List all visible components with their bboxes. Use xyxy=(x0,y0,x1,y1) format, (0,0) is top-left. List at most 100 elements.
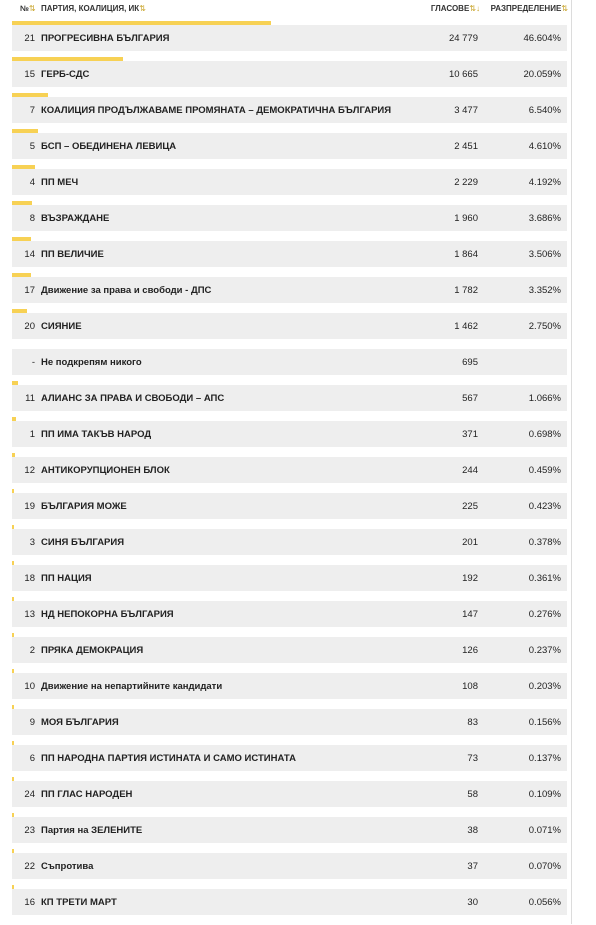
vote-share: 0.056% xyxy=(528,897,561,908)
table-row: 17 Движение за права и свободи - ДПС 1 782… xyxy=(12,273,567,303)
party-name: МОЯ БЪЛГАРИЯ xyxy=(41,717,119,728)
party-name: Партия на ЗЕЛЕНИТЕ xyxy=(41,825,143,836)
column-header-party[interactable]: ПАРТИЯ, КОАЛИЦИЯ, ИК⇅ xyxy=(41,4,146,13)
vote-share: 0.237% xyxy=(528,645,561,656)
table-row: - Не подкрепям никого 695 xyxy=(12,349,567,375)
sort-icon[interactable]: ⇅ xyxy=(139,4,146,13)
share-bar xyxy=(12,561,14,565)
party-name: ПП ВЕЛИЧИЕ xyxy=(41,249,104,260)
sort-icon[interactable]: ⇅ xyxy=(561,4,568,13)
table-row: 14 ПП ВЕЛИЧИЕ 1 864 3.506% xyxy=(12,237,567,267)
vote-share: 4.610% xyxy=(528,141,561,152)
share-bar xyxy=(12,633,14,637)
vote-share: 2.750% xyxy=(528,321,561,332)
table-row: 10 Движение на непартийните кандидати 108 0… xyxy=(12,669,567,699)
party-name: Движение на непартийните кандидати xyxy=(41,681,223,692)
votes-count: 201 xyxy=(462,537,478,548)
row-number: 14 xyxy=(24,249,35,260)
votes-count: 225 xyxy=(462,501,478,512)
table-row: 22 Съпротива 37 0.070% xyxy=(12,849,567,879)
share-bar xyxy=(12,525,14,529)
votes-count: 3 477 xyxy=(454,105,478,116)
table-row: 20 СИЯНИЕ 1 462 2.750% xyxy=(12,309,567,339)
row-number: 6 xyxy=(29,753,35,764)
row-number: 12 xyxy=(24,465,35,476)
share-bar xyxy=(12,813,14,817)
table-row: 16 КП ТРЕТИ МАРТ 30 0.056% xyxy=(12,885,567,915)
row-number: 15 xyxy=(24,69,35,80)
party-name: НД НЕПОКОРНА БЪЛГАРИЯ xyxy=(41,609,174,620)
results-table-body: 21 ПРОГРЕСИВНА БЪЛГАРИЯ 24 779 46.604% 15 ГЕР… xyxy=(12,21,567,925)
votes-count: 1 782 xyxy=(454,285,478,296)
column-header-num[interactable]: №⇅ xyxy=(20,4,36,13)
table-row: 4 ПП МЕЧ 2 229 4.192% xyxy=(12,165,567,195)
row-number: 11 xyxy=(25,393,35,404)
row-number: 10 xyxy=(24,681,35,692)
column-header-distribution[interactable]: РАЗПРЕДЕЛЕНИЕ⇅ xyxy=(490,4,568,13)
vote-share: 0.109% xyxy=(528,789,561,800)
vote-share: 1.066% xyxy=(528,393,561,404)
row-number: 19 xyxy=(24,501,35,512)
share-bar xyxy=(12,93,48,97)
table-row: 21 ПРОГРЕСИВНА БЪЛГАРИЯ 24 779 46.604% xyxy=(12,21,567,51)
vote-share: 0.378% xyxy=(528,537,561,548)
share-bar xyxy=(12,57,123,61)
row-number: 1 xyxy=(29,429,35,440)
row-number: 5 xyxy=(29,141,35,152)
vote-share: 3.686% xyxy=(528,213,561,224)
party-name: СИЯНИЕ xyxy=(41,321,82,332)
votes-count: 58 xyxy=(467,789,478,800)
votes-count: 147 xyxy=(462,609,478,620)
table-row: 18 ПП НАЦИЯ 192 0.361% xyxy=(12,561,567,591)
column-header-votes[interactable]: ГЛАСОВЕ⇅↓ xyxy=(430,4,480,13)
row-number: 13 xyxy=(24,609,35,620)
table-row: 8 ВЪЗРАЖДАНЕ 1 960 3.686% xyxy=(12,201,567,231)
results-table-header: №⇅ ПАРТИЯ, КОАЛИЦИЯ, ИК⇅ ГЛАСОВЕ⇅↓ РАЗПР… xyxy=(12,0,568,18)
vote-share: 3.506% xyxy=(528,249,561,260)
vote-share: 0.137% xyxy=(528,753,561,764)
party-name: СИНЯ БЪЛГАРИЯ xyxy=(41,537,125,548)
vote-share: 4.192% xyxy=(528,177,561,188)
party-name: ВЪЗРАЖДАНЕ xyxy=(41,213,110,224)
party-name: ПРЯКА ДЕМОКРАЦИЯ xyxy=(41,645,144,656)
table-row: 11 АЛИАНС ЗА ПРАВА И СВОБОДИ – АПС 567 1.06… xyxy=(12,381,567,411)
party-name: Не подкрепям никого xyxy=(41,357,142,368)
share-bar xyxy=(12,201,32,205)
table-row: 3 СИНЯ БЪЛГАРИЯ 201 0.378% xyxy=(12,525,567,555)
votes-count: 192 xyxy=(462,573,478,584)
table-row: 23 Партия на ЗЕЛЕНИТЕ 38 0.071% xyxy=(12,813,567,843)
votes-count: 695 xyxy=(462,357,478,368)
party-name: АНТИКОРУПЦИОНЕН БЛОК xyxy=(41,465,170,476)
row-number: 2 xyxy=(29,645,35,656)
share-bar xyxy=(12,417,16,421)
party-name: ПП ГЛАС НАРОДЕН xyxy=(41,789,133,800)
table-row: 7 КОАЛИЦИЯ ПРОДЪЛЖАВАМЕ ПРОМЯНАТА – ДЕМОК… xyxy=(12,93,567,123)
vote-share: 6.540% xyxy=(528,105,561,116)
share-bar xyxy=(12,21,271,25)
votes-count: 1 864 xyxy=(454,249,478,260)
votes-count: 1 462 xyxy=(454,321,478,332)
row-number: 16 xyxy=(24,897,35,908)
table-row: 13 НД НЕПОКОРНА БЪЛГАРИЯ 147 0.276% xyxy=(12,597,567,627)
party-name: ПП НАРОДНА ПАРТИЯ ИСТИНАТА И САМО ИСТИНА… xyxy=(41,753,296,764)
party-name: ПП МЕЧ xyxy=(41,177,79,188)
sort-icon[interactable]: ⇅ xyxy=(28,4,36,13)
votes-count: 24 779 xyxy=(448,33,478,44)
row-number: 23 xyxy=(24,825,35,836)
votes-count: 73 xyxy=(467,753,478,764)
row-number: 20 xyxy=(24,321,35,332)
row-number: 3 xyxy=(29,537,35,548)
row-number: 8 xyxy=(29,213,35,224)
votes-count: 371 xyxy=(462,429,478,440)
party-name: БЪЛГАРИЯ МОЖЕ xyxy=(41,501,127,512)
share-bar xyxy=(12,237,31,241)
vote-share: 20.059% xyxy=(523,69,561,80)
votes-count: 83 xyxy=(467,717,478,728)
party-name: БСП – ОБЕДИНЕНА ЛЕВИЦА xyxy=(41,141,177,152)
vote-share: 0.203% xyxy=(528,681,561,692)
vote-share: 0.698% xyxy=(528,429,561,440)
sort-desc-icon[interactable]: ⇅↓ xyxy=(469,4,480,13)
share-bar xyxy=(12,381,18,385)
vote-share: 0.071% xyxy=(528,825,561,836)
row-number: 4 xyxy=(29,177,35,188)
